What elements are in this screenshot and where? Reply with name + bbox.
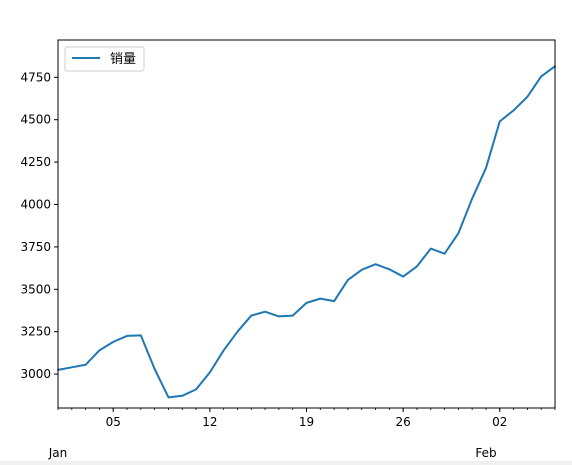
y-tick-label: 4500 bbox=[20, 113, 51, 127]
x-tick-label: 05 bbox=[106, 415, 121, 429]
legend-label: 销量 bbox=[110, 52, 136, 67]
x-tick-label: 02 bbox=[492, 415, 507, 429]
y-tick-label: 4000 bbox=[20, 197, 51, 211]
x-axis-ticks: 05 12 19 26 02 Jan Feb bbox=[48, 408, 507, 460]
x-tick-label: 26 bbox=[395, 415, 410, 429]
y-tick-label: 4250 bbox=[20, 155, 51, 169]
y-axis-ticks: 3000 3250 3500 3750 4000 4250 4500 4750 bbox=[20, 70, 58, 381]
series-line-sales bbox=[57, 65, 556, 399]
plot-frame bbox=[57, 39, 556, 409]
y-tick-label: 3000 bbox=[20, 367, 51, 381]
x-month-label: Jan bbox=[48, 446, 68, 460]
legend-box bbox=[64, 46, 145, 72]
x-month-label: Feb bbox=[475, 446, 496, 460]
y-tick-label: 3750 bbox=[20, 240, 51, 254]
x-tick-label: 12 bbox=[202, 415, 217, 429]
y-tick-label: 4750 bbox=[20, 70, 51, 84]
x-tick-label: 19 bbox=[299, 415, 314, 429]
y-tick-label: 3500 bbox=[20, 282, 51, 296]
legend: 销量 bbox=[64, 46, 145, 72]
window-bottom-strip bbox=[0, 461, 572, 465]
y-tick-label: 3250 bbox=[20, 325, 51, 339]
